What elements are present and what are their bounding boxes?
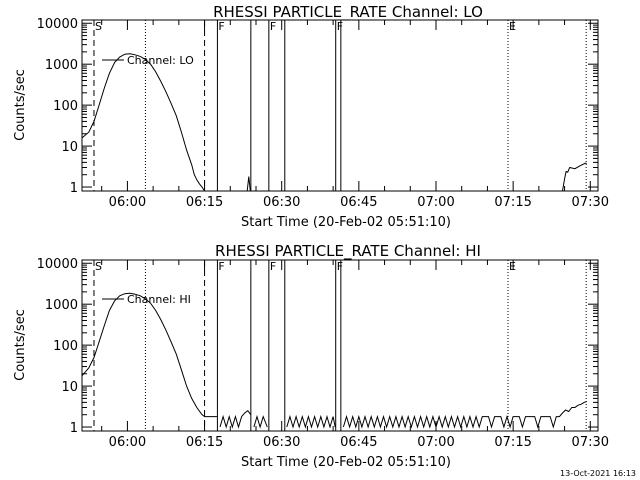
panel-lo-x-tick-label: 07:30 (572, 195, 609, 210)
panel-hi-x-tick-label: 07:00 (417, 435, 454, 450)
panel-lo-x-tick-label: 06:45 (340, 195, 377, 210)
panel-lo-x-tick-label: 07:15 (494, 195, 531, 210)
panel-lo-x-tick-label: 06:30 (263, 195, 300, 210)
panel-lo: RHESSI PARTICLE_RATE Channel: LO Start T… (13, 3, 609, 230)
panel-hi-series-segment (286, 414, 336, 429)
panel-lo-x-tick-label: 07:00 (417, 195, 454, 210)
panel-lo-series (81, 53, 587, 192)
panel-hi-x-tick-label: 06:00 (109, 435, 146, 450)
panel-lo-y-tick-label: 1 (70, 181, 78, 196)
panel-hi-x-tick-label: 06:30 (263, 435, 300, 450)
panel-hi-flag-label: E (509, 260, 516, 273)
panel-hi-series-segment (219, 410, 252, 429)
panel-lo-y-tick-label: 100 (53, 99, 78, 114)
panel-hi-x-tick-label: 07:30 (572, 435, 609, 450)
panel-lo-axes: 1 10 100 1000 10000 06:00 06:15 06:30 06:45 07:00… (37, 17, 609, 210)
panel-lo-legend: Channel: LO (102, 54, 194, 67)
panel-hi-ylabel: Counts/sec (13, 309, 28, 381)
panel-hi: RHESSI PARTICLE_RATE Channel: HI Start T… (13, 242, 609, 470)
panel-hi-x-tick-label: 06:15 (186, 435, 223, 450)
panel-hi-series-segment (342, 401, 587, 429)
panel-lo-x-tick-label: 06:00 (109, 195, 146, 210)
panel-hi-flag-label: F (218, 260, 224, 273)
panel-lo-y-tick-label: 1000 (45, 58, 78, 73)
panel-hi-flag-label: F (337, 260, 343, 273)
panel-hi-legend-label: Channel: HI (127, 293, 191, 306)
generation-timestamp: 13-Oct-2021 16:13 (560, 469, 636, 478)
panel-hi-axes: 1 10 100 1000 10000 06:00 06:15 06:30 06:45 07:00… (37, 257, 609, 450)
panel-lo-flag-label: F (218, 20, 224, 33)
panel-hi-x-tick-label: 07:15 (494, 435, 531, 450)
panel-hi-y-tick-label: 10000 (37, 257, 78, 272)
panel-lo-series-segment (562, 162, 587, 192)
panel-hi-flag-label: F (270, 260, 276, 273)
panel-hi-x-tick-label: 06:45 (340, 435, 377, 450)
panel-lo-ylabel: Counts/sec (13, 69, 28, 141)
panel-hi-title: RHESSI PARTICLE_RATE Channel: HI (215, 242, 481, 261)
panel-lo-title: RHESSI PARTICLE_RATE Channel: LO (213, 3, 483, 22)
panel-hi-flag-label: S (95, 260, 102, 273)
panel-lo-xlabel: Start Time (20-Feb-02 05:51:10) (241, 215, 451, 230)
panel-hi-y-tick-label: 100 (53, 339, 78, 354)
panel-lo-flag-label: S (95, 20, 102, 33)
panel-hi-series (81, 292, 587, 429)
panel-hi-legend: Channel: HI (102, 293, 191, 306)
panel-lo-flag-label: F (337, 20, 343, 33)
panel-hi-y-tick-label: 10 (61, 380, 78, 395)
panel-lo-x-tick-label: 06:15 (186, 195, 223, 210)
panel-lo-y-tick-label: 10 (61, 140, 78, 155)
panel-lo-flag-label: E (509, 20, 516, 33)
panel-hi-xlabel: Start Time (20-Feb-02 05:51:10) (241, 455, 451, 470)
panel-hi-y-tick-label: 1 (70, 421, 78, 436)
panel-lo-flag-label: F (270, 20, 276, 33)
panel-lo-series-segment (246, 176, 251, 192)
panel-lo-y-tick-label: 10000 (37, 17, 78, 32)
panel-lo-legend-label: Channel: LO (127, 54, 194, 67)
panel-hi-series-segment (253, 414, 268, 429)
panel-hi-series-line (81, 292, 218, 418)
panel-hi-y-tick-label: 1000 (45, 298, 78, 313)
panel-lo-series-line (81, 53, 206, 192)
